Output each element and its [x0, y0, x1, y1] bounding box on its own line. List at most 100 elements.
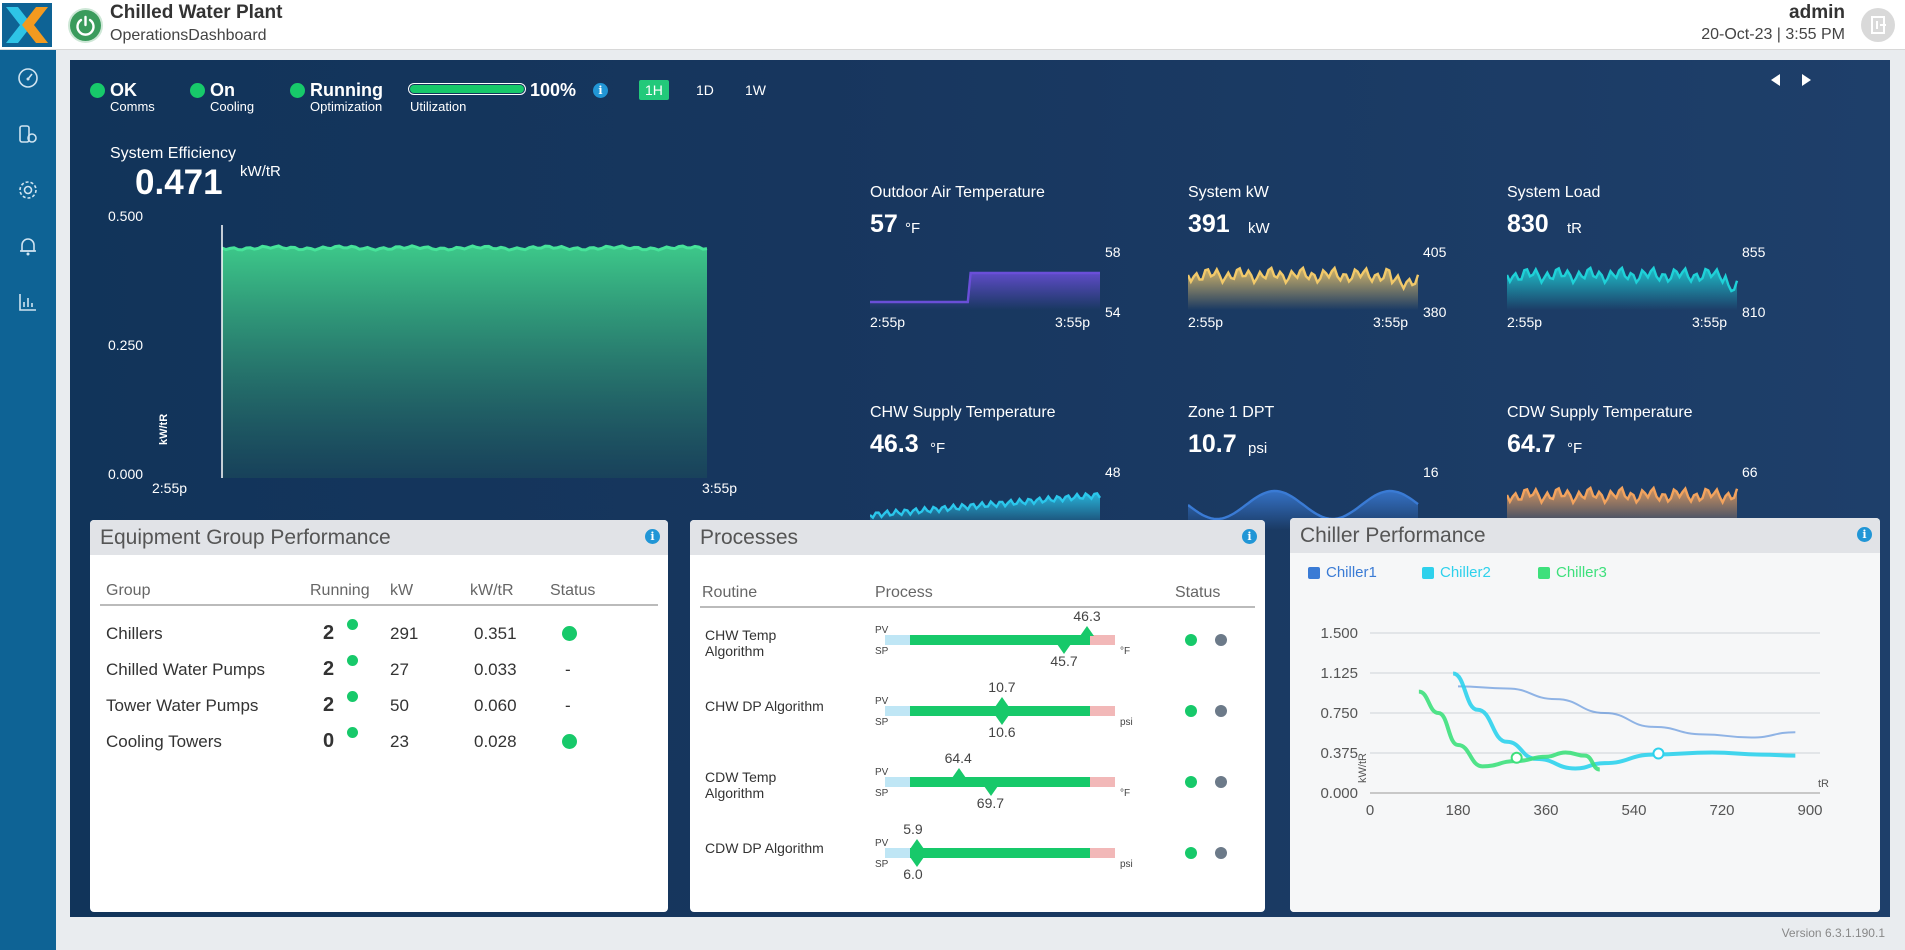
x-tick-label: 180: [1445, 802, 1470, 819]
version-label: Version 6.3.1.190.1: [1781, 926, 1885, 940]
processes-card-title: Processes: [700, 526, 799, 549]
tile-cdw-supply-temp[interactable]: CDW Supply Temperature64.7°F66622:55p3:5…: [1502, 340, 1802, 550]
processes-col-status: Status: [1175, 584, 1221, 601]
processes-info-icon[interactable]: i: [1242, 529, 1257, 544]
equipment-kw: 27: [390, 660, 409, 679]
x-tick-label: 0: [1366, 802, 1374, 819]
process-unit: °F: [1120, 788, 1131, 799]
pv-marker-icon: [995, 697, 1010, 707]
tile-max: 58: [1105, 244, 1121, 260]
y-axis-label: kW/tR: [1357, 753, 1369, 783]
efficiency-y-tick-min: 0.000: [108, 466, 144, 482]
sparkline-area: [1507, 267, 1737, 310]
comms-status-label: OK: [110, 80, 137, 100]
process-row[interactable]: CHW DP Algorithm PV SP 10.7 10.6 psi: [690, 679, 1265, 756]
pv-value: 5.9: [903, 821, 923, 837]
legend-swatch: [1308, 567, 1320, 579]
tile-unit: °F: [1567, 440, 1583, 457]
dashboard-gauge-icon[interactable]: [16, 66, 40, 90]
routine-name-line1: CDW DP Algorithm: [705, 840, 824, 856]
tile-title: System Load: [1507, 184, 1601, 201]
tile-outdoor-air-temp[interactable]: Outdoor Air Temperature 57 °F 58 54 2:55p 3:55…: [865, 120, 1165, 330]
routine-name-line1: CHW DP Algorithm: [705, 698, 824, 714]
sparkline-area: [870, 273, 1100, 310]
next-arrow-icon[interactable]: [1798, 72, 1814, 88]
table-row[interactable]: Tower Water Pumps 2 50 0.060 -: [90, 691, 668, 722]
range-button-1h[interactable]: 1H: [639, 80, 669, 100]
equipment-group-name: Cooling Towers: [106, 732, 222, 751]
tile-system-load[interactable]: System Load 830 tR 855 810 2:55p 3:55p: [1502, 120, 1802, 330]
efficiency-x-end: 3:55p: [702, 480, 738, 496]
tile-chw-supply-temp[interactable]: CHW Supply Temperature46.3°F48402:55p3:5…: [865, 340, 1165, 550]
equipment-kwtr: 0.351: [474, 624, 517, 643]
tile-max: 66: [1742, 464, 1758, 480]
sp-value: 6.0: [903, 866, 923, 882]
process-unit: °F: [1120, 646, 1131, 657]
process-bar-range: [910, 848, 1090, 858]
equipment-icon[interactable]: [16, 122, 40, 146]
efficiency-y-tick-max: 0.500: [108, 208, 144, 224]
chiller-card-title: Chiller Performance: [1300, 524, 1486, 547]
process-row[interactable]: CDW Temp Algorithm PV SP 64.4 69.7 °F: [690, 750, 1265, 827]
sparkline-area: [1188, 267, 1418, 310]
tile-unit: °F: [905, 220, 921, 237]
process-row[interactable]: CHW Temp Algorithm PV SP 46.3 45.7 °F: [690, 608, 1265, 685]
logout-icon[interactable]: [1861, 8, 1895, 42]
user-name[interactable]: admin: [1789, 2, 1845, 23]
equipment-header-divider: [100, 604, 658, 606]
utilization-info-icon[interactable]: i: [593, 83, 608, 98]
analytics-chart-icon[interactable]: [16, 290, 40, 314]
sparkline-line: [1507, 485, 1739, 506]
equipment-kwtr: 0.060: [474, 696, 517, 715]
tile-unit: °F: [930, 440, 946, 457]
tile-system-kw[interactable]: System kW 391 kW 405 380 2:55p 3:55p: [1183, 120, 1483, 330]
comms-status-caption: Comms: [110, 99, 155, 114]
y-tick-label: 1.500: [1320, 625, 1358, 642]
x-axis-label: tR: [1818, 778, 1829, 790]
sidebar: [0, 50, 56, 950]
process-bar-low: [885, 848, 915, 858]
table-row[interactable]: Cooling Towers 0 23 0.028: [90, 727, 668, 758]
range-button-1w[interactable]: 1W: [745, 82, 766, 98]
tile-title: CDW Supply Temperature: [1507, 404, 1693, 421]
prev-arrow-icon[interactable]: [1768, 72, 1784, 88]
pv-marker-icon: [1080, 626, 1095, 636]
tile-min: 380: [1423, 304, 1447, 320]
sp-label: SP: [875, 717, 889, 728]
tile-sparkline: [870, 271, 1100, 310]
legend-label: Chiller3: [1556, 564, 1607, 581]
tile-x-start: 2:55p: [1507, 314, 1543, 330]
table-row[interactable]: Chilled Water Pumps 2 27 0.033 -: [90, 655, 668, 686]
process-status-ok-dot: [1185, 634, 1197, 646]
sp-marker-icon: [983, 786, 998, 796]
sp-marker-icon: [910, 857, 925, 867]
range-button-1d[interactable]: 1D: [696, 82, 714, 98]
chiller-info-icon[interactable]: i: [1857, 527, 1872, 542]
process-row[interactable]: CDW DP Algorithm PV SP 5.9 6.0 psi: [690, 821, 1265, 898]
notification-bell-icon[interactable]: [16, 234, 40, 258]
power-icon[interactable]: [70, 10, 101, 41]
process-bar-high: [1090, 848, 1115, 858]
table-row[interactable]: Chillers 2 291 0.351: [90, 619, 668, 650]
equipment-kw: 291: [390, 624, 419, 643]
tile-x-end: 3:55p: [1692, 314, 1728, 330]
series-line-chiller2: [1452, 671, 1796, 771]
tile-max: 16: [1423, 464, 1439, 480]
sparkline-line: [1507, 265, 1739, 293]
process-status-ok-dot: [1185, 776, 1197, 788]
processes-card: Processes i Routine Process Status CHW T…: [690, 520, 1265, 912]
x-tick-label: 360: [1533, 802, 1558, 819]
process-bar-high: [1090, 706, 1115, 716]
cooling-status-label: On: [210, 80, 235, 100]
sp-label: SP: [875, 788, 889, 799]
process-unit: psi: [1120, 859, 1133, 870]
settings-gear-icon[interactable]: [16, 178, 40, 202]
brand-logo: [2, 3, 52, 47]
process-bar-low: [885, 635, 915, 645]
sparkline-line: [1188, 265, 1420, 292]
running-indicator-dot: [347, 727, 358, 738]
running-indicator-dot: [347, 691, 358, 702]
tile-x-end: 3:55p: [1373, 314, 1409, 330]
equipment-info-icon[interactable]: i: [645, 529, 660, 544]
